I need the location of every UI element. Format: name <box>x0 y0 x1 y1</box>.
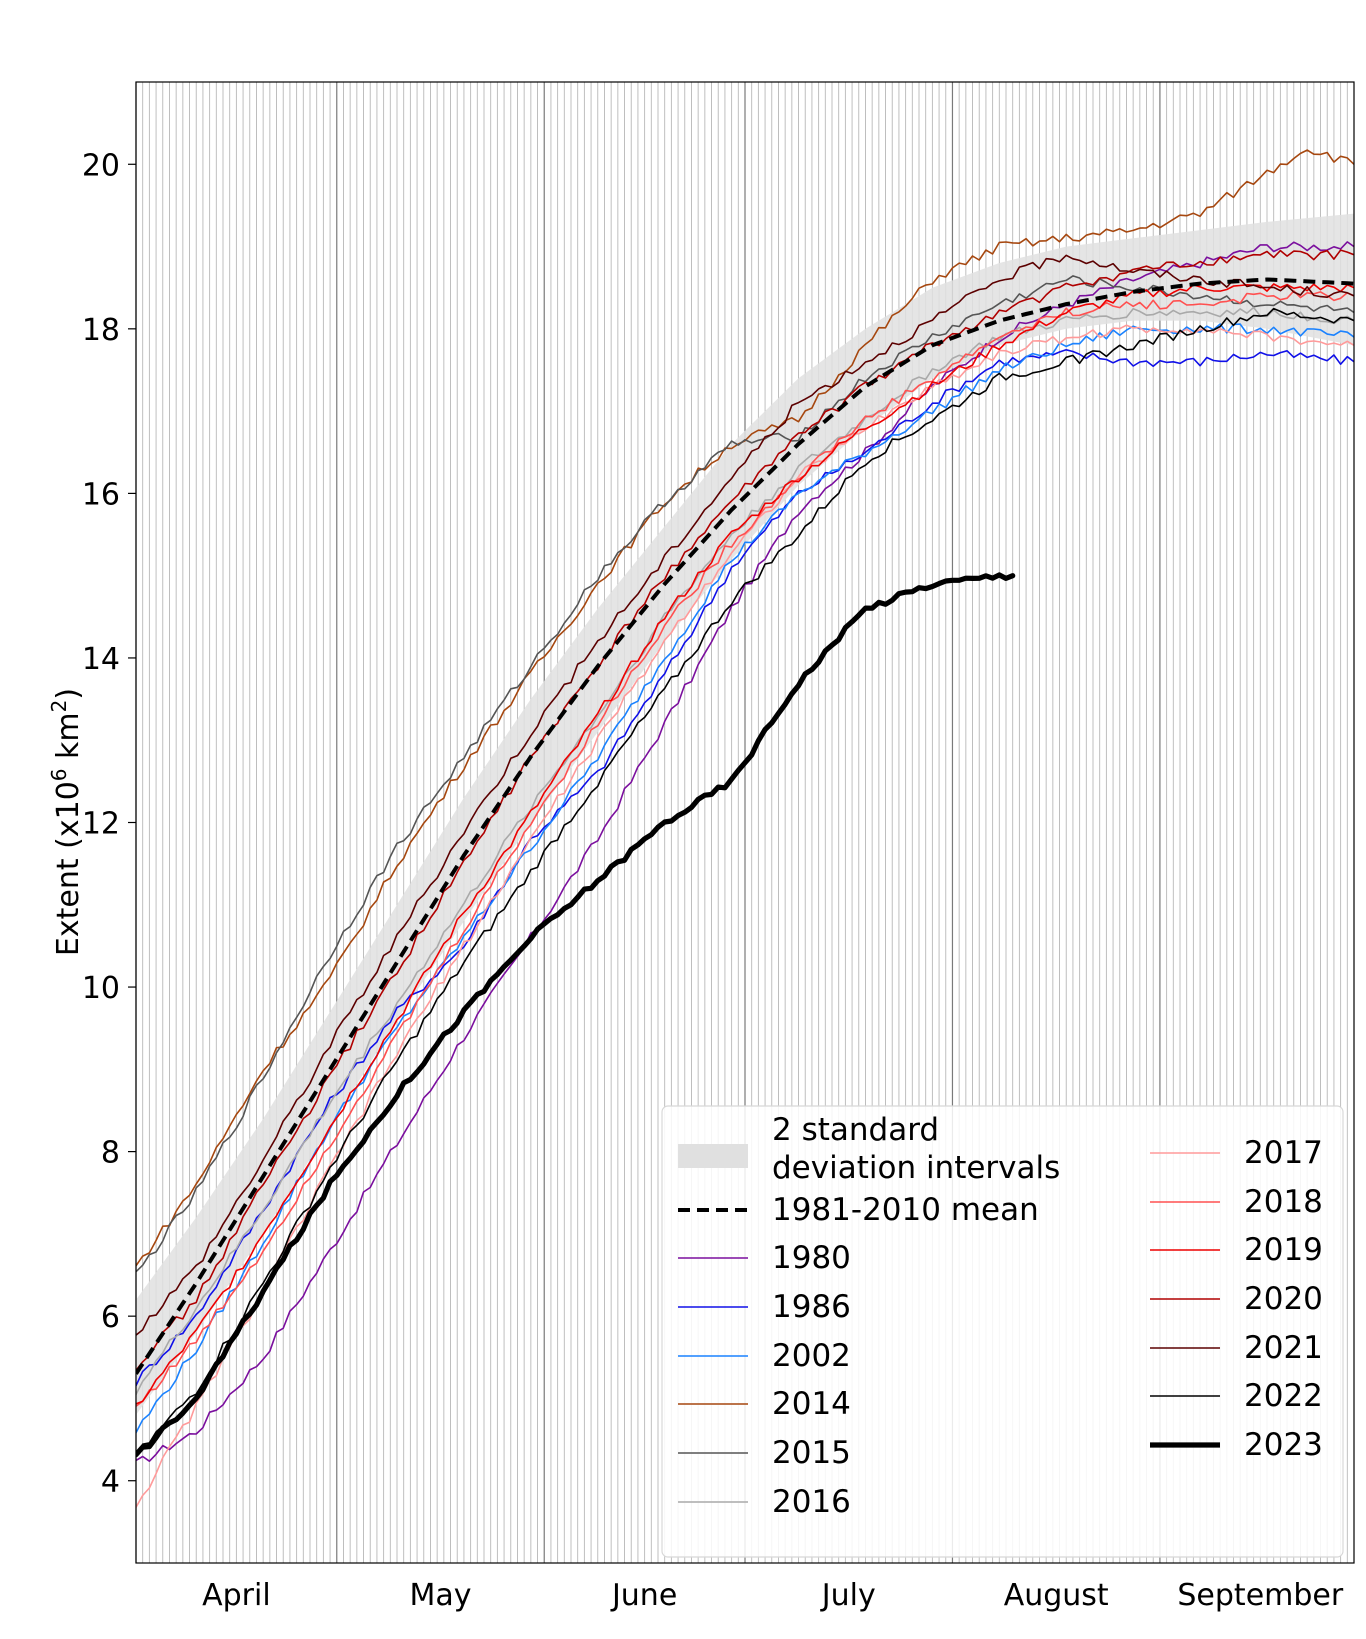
series-line-2023 <box>136 572 1016 1458</box>
series-layer <box>136 149 1354 1509</box>
x-tick-label: April <box>202 1578 271 1613</box>
y-axis: 4 6 8 10 12 14 16 18 20 <box>82 148 136 1500</box>
y-tick-label: 12 <box>82 807 120 842</box>
y-axis-label-sup2: 2 <box>47 700 71 713</box>
legend-label-2002: 2002 <box>772 1338 851 1374</box>
series-line-2014 <box>136 149 1354 1267</box>
x-tick-label: June <box>610 1578 677 1613</box>
y-axis-label-mid: km <box>51 712 86 768</box>
legend-label-2022: 2022 <box>1244 1378 1323 1414</box>
mean-layer <box>136 277 1354 1375</box>
legend-swatch-band <box>678 1144 748 1168</box>
series-line-1986 <box>136 349 1354 1387</box>
legend-label-2016: 2016 <box>772 1484 851 1520</box>
y-tick-label: 6 <box>101 1300 120 1335</box>
series-line-2015 <box>136 275 1354 1273</box>
plot-area <box>136 149 1354 1509</box>
series-line-2016 <box>136 306 1354 1396</box>
legend-label-2017: 2017 <box>1244 1135 1323 1171</box>
legend-label-1980: 1980 <box>772 1240 851 1276</box>
y-tick-label: 8 <box>101 1136 120 1171</box>
legend-label-band-2: deviation intervals <box>772 1150 1060 1186</box>
y-tick-label: 16 <box>82 477 120 512</box>
y-tick-label: 10 <box>82 971 120 1006</box>
y-axis-label-main: Extent (x10 <box>51 781 86 956</box>
y-tick-label: 20 <box>82 148 120 183</box>
y-tick-label: 4 <box>101 1465 120 1500</box>
legend-label-2021: 2021 <box>1244 1330 1323 1366</box>
legend-label-2018: 2018 <box>1244 1184 1323 1220</box>
series-line-2018 <box>136 290 1354 1408</box>
y-axis-label-end: ) <box>51 688 86 700</box>
series-line-2019 <box>136 283 1354 1405</box>
x-tick-label: July <box>820 1578 876 1613</box>
band-layer <box>136 213 1354 1415</box>
std-band <box>136 213 1354 1415</box>
legend-label-mean: 1981-2010 mean <box>772 1192 1039 1228</box>
series-line-2020 <box>136 249 1354 1372</box>
x-tick-label: August <box>1004 1578 1109 1613</box>
y-axis-label-sup: 6 <box>47 768 71 781</box>
legend-label-1986: 1986 <box>772 1289 851 1325</box>
legend-label-2020: 2020 <box>1244 1281 1323 1317</box>
series-line-2022 <box>136 307 1354 1457</box>
x-tick-label: September <box>1177 1578 1343 1613</box>
x-axis: April May June July August September <box>202 1578 1344 1613</box>
series-line-2017 <box>136 324 1354 1509</box>
legend-label-2023: 2023 <box>1244 1427 1323 1463</box>
legend-label-2014: 2014 <box>772 1386 851 1422</box>
y-tick-label: 14 <box>82 642 120 677</box>
legend-label-band-1: 2 standard <box>772 1112 939 1148</box>
x-tick-label: May <box>409 1578 471 1613</box>
y-axis-label: Extent (x106 km2) <box>47 688 86 956</box>
legend-label-2015: 2015 <box>772 1435 851 1471</box>
series-line-2021 <box>136 254 1354 1336</box>
legend-label-2019: 2019 <box>1244 1232 1323 1268</box>
y-tick-label: 18 <box>82 313 120 348</box>
mean-line <box>136 277 1354 1375</box>
